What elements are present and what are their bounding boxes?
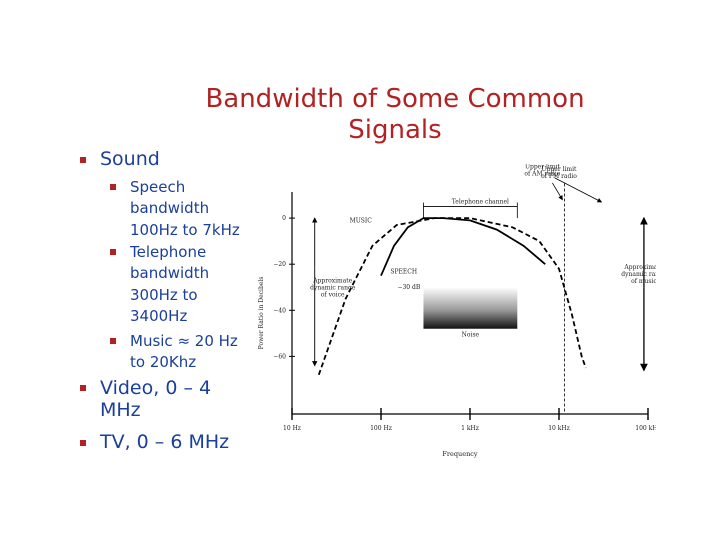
series-label-speech: SPEECH xyxy=(390,268,417,275)
voice-range-label: Approximate dynamic range of voice xyxy=(310,278,356,299)
bullet-list: Sound Speech bandwidth 100Hz to 7kHz Tel… xyxy=(0,0,260,540)
y-tick-label-3: −60 xyxy=(273,353,286,360)
series-line-music xyxy=(317,217,587,376)
bullet-video-1: Video, 0 – 4 xyxy=(100,377,212,399)
series-line-speech xyxy=(380,217,546,277)
y-tick-label-2: −40 xyxy=(273,307,286,314)
minus30-label: −30 dB xyxy=(397,284,420,291)
fm-limit-arrow xyxy=(554,177,603,203)
bullet-music-1: Music ≈ 20 Hz xyxy=(130,332,238,350)
y-axis-label: Power Ratio in Decibels xyxy=(258,277,265,350)
bandwidth-chart: 10 Hz 100 Hz 1 kHz 10 kHz 100 kHz 0 −20 −40 −60 F… xyxy=(258,164,656,458)
bullet-marker-telephone xyxy=(110,249,116,255)
am-limit-label: Upper limit of AM radio xyxy=(524,164,560,178)
bullet-telephone-1: Telephone xyxy=(130,243,207,261)
x-tick-label-1: 100 Hz xyxy=(370,425,392,432)
x-tick-label-3: 10 kHz xyxy=(548,425,570,432)
slide-title: Bandwidth of Some Common Signals xyxy=(160,84,630,146)
bullet-telephone-3: 300Hz to xyxy=(130,286,198,304)
bullet-marker-tv xyxy=(80,440,86,446)
fm-limit-label: Upper limit of FM radio xyxy=(541,166,577,180)
am-limit-arrow xyxy=(552,182,563,201)
bullet-sound: Sound xyxy=(100,148,160,170)
bullet-speech-2: bandwidth xyxy=(130,199,210,217)
bullet-video-2: MHz xyxy=(100,399,141,421)
x-tick-label-0: 10 Hz xyxy=(283,425,301,432)
bullet-telephone-4: 3400Hz xyxy=(130,307,188,325)
x-tick-label-4: 100 kHz xyxy=(635,425,656,432)
bullet-telephone-2: bandwidth xyxy=(130,264,210,282)
noise-label: Noise xyxy=(462,332,480,339)
bullet-marker-video xyxy=(80,385,86,391)
x-tick-label-2: 1 kHz xyxy=(461,425,479,432)
x-axis-label: Frequency xyxy=(442,450,477,458)
bullet-marker-music xyxy=(110,338,116,344)
y-tick-label-1: −20 xyxy=(273,261,286,268)
bandwidth-figure: 10 Hz 100 Hz 1 kHz 10 kHz 100 kHz 0 −20 −40 −60 F… xyxy=(256,164,656,460)
noise-box xyxy=(423,287,518,329)
title-line-2: Signals xyxy=(348,115,442,145)
series-label-music: MUSIC xyxy=(350,218,373,225)
y-tick-label-0: 0 xyxy=(282,215,286,222)
bullet-music-2: to 20Khz xyxy=(130,353,197,371)
title-line-1: Bandwidth of Some Common xyxy=(205,84,585,114)
bullet-marker-sound xyxy=(80,157,86,163)
bullet-speech-1: Speech xyxy=(130,178,186,196)
bullet-marker-speech xyxy=(110,184,116,190)
bullet-speech-3: 100Hz to 7kHz xyxy=(130,221,240,239)
telephone-channel-label: Telephone channel xyxy=(452,199,509,206)
bullet-tv: TV, 0 – 6 MHz xyxy=(100,431,230,453)
